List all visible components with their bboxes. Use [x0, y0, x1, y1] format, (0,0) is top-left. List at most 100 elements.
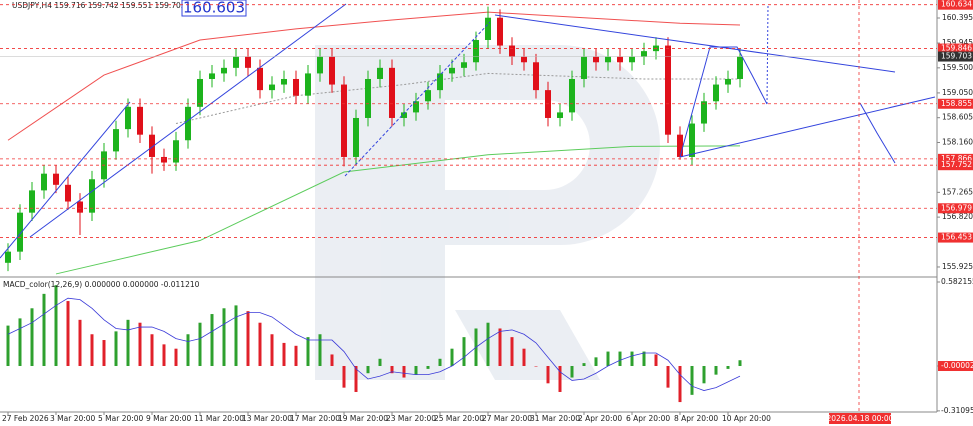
macd-bar	[102, 340, 106, 366]
macd-bar	[570, 365, 574, 378]
candle-body	[317, 56, 323, 74]
candle-body	[473, 39, 479, 63]
candle-body	[617, 56, 623, 63]
macd-bar	[66, 301, 70, 366]
date-marker-label: 2026.04.18 00:00	[827, 414, 894, 423]
candle-body	[725, 78, 731, 85]
macd-bar	[42, 293, 46, 366]
candle-body	[161, 156, 167, 163]
annotation: 160.603	[183, 0, 245, 17]
macd-bar	[522, 348, 526, 366]
candle-body	[557, 112, 563, 118]
candle-body	[485, 17, 491, 40]
candle-body	[641, 51, 647, 57]
x-tick-label: 6 Apr 20:00	[626, 414, 670, 423]
y-tick-label: 156.820	[942, 212, 973, 221]
macd-bar	[678, 365, 682, 403]
date-marker-box	[829, 413, 891, 424]
x-tick-label: 9 Mar 20:00	[146, 414, 192, 423]
candle-body	[17, 212, 23, 252]
macd-bar	[366, 365, 370, 374]
macd-bar	[450, 348, 454, 366]
macd-bar	[642, 351, 646, 366]
candle-body	[89, 179, 95, 213]
macd-bar	[738, 360, 742, 366]
macd-bar	[30, 308, 34, 366]
y-tick-label: 159.050	[942, 88, 973, 97]
macd-bar	[90, 334, 94, 366]
macd-bar	[390, 365, 394, 374]
level-label-box	[938, 43, 973, 54]
candle-body	[377, 67, 383, 79]
candle-body	[701, 101, 707, 124]
candle-body	[593, 56, 599, 63]
macd-bar	[354, 365, 358, 392]
candle-body	[353, 117, 359, 157]
candle-body	[449, 67, 455, 74]
macd-bar	[306, 337, 310, 366]
macd-bar	[342, 365, 346, 388]
candle-body	[125, 106, 131, 130]
candle-body	[497, 17, 503, 46]
x-tick-label: 31 Mar 20:00	[530, 414, 580, 423]
moving-average	[55, 145, 741, 275]
candle-body	[581, 56, 587, 79]
candle-body	[149, 134, 155, 157]
level-label-box	[938, 203, 973, 214]
moving-average	[7, 11, 741, 141]
macd-bar	[582, 363, 586, 366]
y-tick-label: 159.945	[942, 38, 973, 47]
macd-bar	[546, 365, 550, 384]
macd-bar	[462, 337, 466, 366]
candle-body	[737, 56, 743, 79]
macd-bar	[666, 365, 670, 388]
macd-bar	[114, 331, 118, 366]
candle-body	[461, 62, 467, 68]
x-tick-label: 11 Mar 20:00	[194, 414, 244, 423]
candle-body	[53, 173, 59, 185]
candle-body	[185, 106, 191, 141]
candle-body	[629, 56, 635, 63]
macd-bar	[438, 358, 442, 366]
macd-bar	[18, 318, 22, 366]
candle-body	[65, 184, 71, 202]
macd-bar	[426, 365, 430, 369]
x-tick-label: 25 Mar 20:00	[434, 414, 484, 423]
watermark	[315, 45, 660, 380]
macd-bar	[78, 319, 82, 366]
macd-bar	[378, 358, 382, 366]
macd-bar	[198, 322, 202, 366]
macd-bar	[174, 348, 178, 366]
macd-bar	[282, 342, 286, 366]
candle-body	[281, 78, 287, 85]
candle-body	[29, 190, 35, 213]
y-tick-label: 160.395	[942, 13, 973, 22]
candle-body	[365, 78, 371, 118]
candle-body	[521, 56, 527, 63]
level-label: 160.634	[941, 0, 972, 9]
level-label: 156.979	[941, 203, 972, 212]
x-tick-label: 8 Apr 20:00	[674, 414, 718, 423]
chart-title: USDJPY,H4 159.716 159.742 159.551 159.70…	[12, 1, 186, 10]
level-label-box	[938, 153, 973, 164]
macd-bar	[402, 365, 406, 378]
candle-body	[41, 173, 47, 191]
macd-bar	[702, 365, 706, 384]
candle-body	[209, 73, 215, 79]
macd-bar	[414, 365, 418, 375]
candle-body	[173, 140, 179, 163]
level-label-box	[938, 98, 973, 109]
level-label: 156.453	[941, 233, 972, 242]
x-tick-label: 13 Mar 20:00	[242, 414, 292, 423]
level-label-box	[938, 160, 973, 171]
candle-body	[425, 90, 431, 102]
candle-body	[437, 73, 443, 91]
candle-body	[677, 134, 683, 157]
candle-body	[605, 56, 611, 63]
candle-body	[509, 45, 515, 57]
x-tick-label: 27 Feb 2026	[2, 414, 49, 423]
candle-body	[137, 106, 143, 135]
macd-bar	[606, 351, 610, 366]
y-tick-label: 158.160	[942, 137, 973, 146]
